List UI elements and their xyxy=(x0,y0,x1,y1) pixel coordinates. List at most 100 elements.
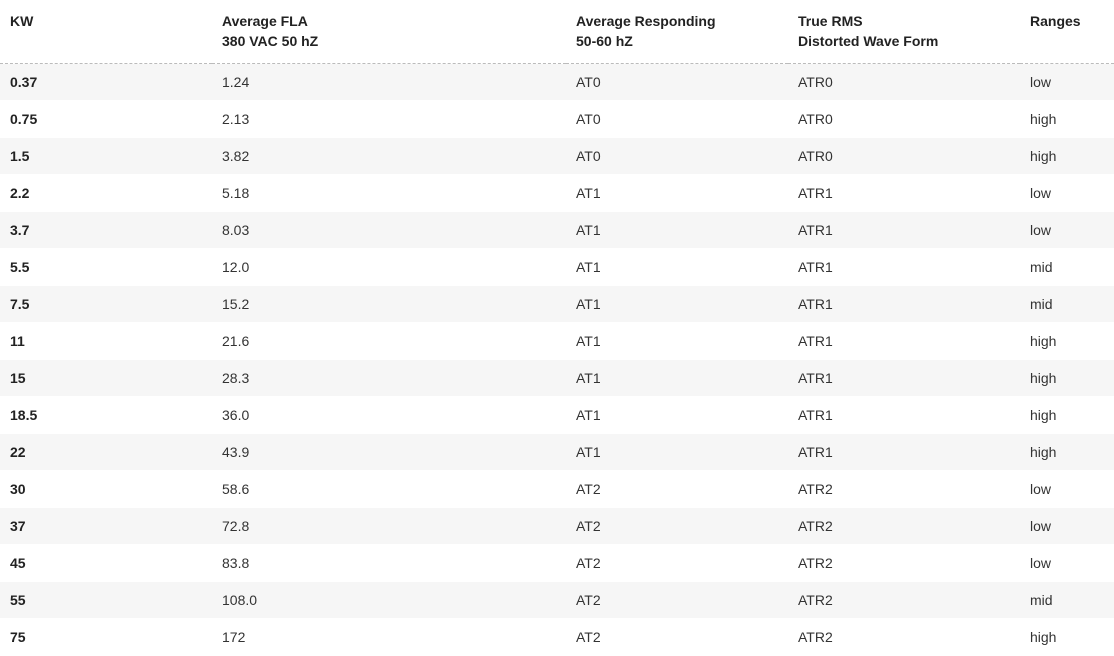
cell-rms: ATR2 xyxy=(788,471,1020,508)
cell-fla: 36.0 xyxy=(212,397,566,434)
table-row: 0.752.13AT0ATR0high xyxy=(0,101,1114,138)
cell-ranges: mid xyxy=(1020,582,1114,619)
header-fla-line2: 380 VAC 50 hZ xyxy=(222,33,318,49)
cell-resp: AT2 xyxy=(566,582,788,619)
cell-kw: 45 xyxy=(0,545,212,582)
cell-resp: AT1 xyxy=(566,323,788,360)
table-row: 7.515.2AT1ATR1mid xyxy=(0,286,1114,323)
cell-kw: 5.5 xyxy=(0,249,212,286)
cell-resp: AT0 xyxy=(566,138,788,175)
header-rms: True RMS Distorted Wave Form xyxy=(788,0,1020,64)
header-resp-line1: Average Responding xyxy=(576,13,716,29)
cell-ranges: high xyxy=(1020,397,1114,434)
table-row: 0.371.24AT0ATR0low xyxy=(0,64,1114,101)
cell-resp: AT2 xyxy=(566,545,788,582)
cell-rms: ATR2 xyxy=(788,508,1020,545)
header-rms-line2: Distorted Wave Form xyxy=(798,33,938,49)
cell-resp: AT1 xyxy=(566,360,788,397)
table-row: 5.512.0AT1ATR1mid xyxy=(0,249,1114,286)
cell-rms: ATR1 xyxy=(788,175,1020,212)
cell-fla: 1.24 xyxy=(212,64,566,101)
header-fla: Average FLA 380 VAC 50 hZ xyxy=(212,0,566,64)
header-ranges: Ranges xyxy=(1020,0,1114,64)
table-row: 75172AT2ATR2high xyxy=(0,619,1114,656)
cell-fla: 5.18 xyxy=(212,175,566,212)
cell-rms: ATR1 xyxy=(788,286,1020,323)
cell-fla: 8.03 xyxy=(212,212,566,249)
cell-resp: AT2 xyxy=(566,619,788,656)
table-row: 1528.3AT1ATR1high xyxy=(0,360,1114,397)
table-row: 55108.0AT2ATR2mid xyxy=(0,582,1114,619)
cell-ranges: high xyxy=(1020,619,1114,656)
cell-resp: AT1 xyxy=(566,286,788,323)
cell-kw: 0.75 xyxy=(0,101,212,138)
table-row: 2243.9AT1ATR1high xyxy=(0,434,1114,471)
table-row: 1121.6AT1ATR1high xyxy=(0,323,1114,360)
cell-ranges: mid xyxy=(1020,249,1114,286)
cell-rms: ATR0 xyxy=(788,138,1020,175)
cell-fla: 28.3 xyxy=(212,360,566,397)
cell-kw: 2.2 xyxy=(0,175,212,212)
cell-kw: 7.5 xyxy=(0,286,212,323)
cell-ranges: low xyxy=(1020,64,1114,101)
cell-kw: 18.5 xyxy=(0,397,212,434)
cell-ranges: high xyxy=(1020,360,1114,397)
header-ranges-line1: Ranges xyxy=(1030,13,1081,29)
cell-rms: ATR2 xyxy=(788,545,1020,582)
table-row: 18.536.0AT1ATR1high xyxy=(0,397,1114,434)
cell-kw: 75 xyxy=(0,619,212,656)
cell-ranges: low xyxy=(1020,545,1114,582)
cell-ranges: low xyxy=(1020,212,1114,249)
cell-kw: 3.7 xyxy=(0,212,212,249)
header-resp-line2: 50-60 hZ xyxy=(576,33,633,49)
table-body: 0.371.24AT0ATR0low0.752.13AT0ATR0high1.5… xyxy=(0,64,1114,656)
cell-fla: 172 xyxy=(212,619,566,656)
cell-ranges: low xyxy=(1020,471,1114,508)
cell-ranges: high xyxy=(1020,101,1114,138)
table-row: 2.25.18AT1ATR1low xyxy=(0,175,1114,212)
cell-rms: ATR1 xyxy=(788,212,1020,249)
cell-resp: AT2 xyxy=(566,471,788,508)
cell-fla: 83.8 xyxy=(212,545,566,582)
table-row: 1.53.82AT0ATR0high xyxy=(0,138,1114,175)
cell-fla: 43.9 xyxy=(212,434,566,471)
cell-fla: 108.0 xyxy=(212,582,566,619)
cell-ranges: low xyxy=(1020,175,1114,212)
header-kw-line1: KW xyxy=(10,13,33,29)
cell-kw: 22 xyxy=(0,434,212,471)
cell-rms: ATR1 xyxy=(788,323,1020,360)
cell-resp: AT0 xyxy=(566,64,788,101)
cell-ranges: high xyxy=(1020,138,1114,175)
cell-resp: AT1 xyxy=(566,175,788,212)
cell-fla: 58.6 xyxy=(212,471,566,508)
cell-rms: ATR2 xyxy=(788,619,1020,656)
cell-rms: ATR1 xyxy=(788,360,1020,397)
header-rms-line1: True RMS xyxy=(798,13,863,29)
data-table: KW Average FLA 380 VAC 50 hZ Average Res… xyxy=(0,0,1114,656)
cell-rms: ATR1 xyxy=(788,434,1020,471)
cell-resp: AT0 xyxy=(566,101,788,138)
cell-fla: 3.82 xyxy=(212,138,566,175)
cell-rms: ATR1 xyxy=(788,397,1020,434)
header-fla-line1: Average FLA xyxy=(222,13,308,29)
cell-ranges: high xyxy=(1020,323,1114,360)
header-kw: KW xyxy=(0,0,212,64)
cell-rms: ATR0 xyxy=(788,101,1020,138)
header-resp: Average Responding 50-60 hZ xyxy=(566,0,788,64)
table-header-row: KW Average FLA 380 VAC 50 hZ Average Res… xyxy=(0,0,1114,64)
table-row: 4583.8AT2ATR2low xyxy=(0,545,1114,582)
cell-fla: 21.6 xyxy=(212,323,566,360)
cell-rms: ATR0 xyxy=(788,64,1020,101)
table-row: 3772.8AT2ATR2low xyxy=(0,508,1114,545)
cell-resp: AT2 xyxy=(566,508,788,545)
cell-fla: 72.8 xyxy=(212,508,566,545)
cell-kw: 0.37 xyxy=(0,64,212,101)
table-row: 3058.6AT2ATR2low xyxy=(0,471,1114,508)
cell-kw: 55 xyxy=(0,582,212,619)
cell-kw: 37 xyxy=(0,508,212,545)
cell-resp: AT1 xyxy=(566,434,788,471)
cell-resp: AT1 xyxy=(566,249,788,286)
cell-fla: 2.13 xyxy=(212,101,566,138)
cell-kw: 30 xyxy=(0,471,212,508)
cell-kw: 11 xyxy=(0,323,212,360)
